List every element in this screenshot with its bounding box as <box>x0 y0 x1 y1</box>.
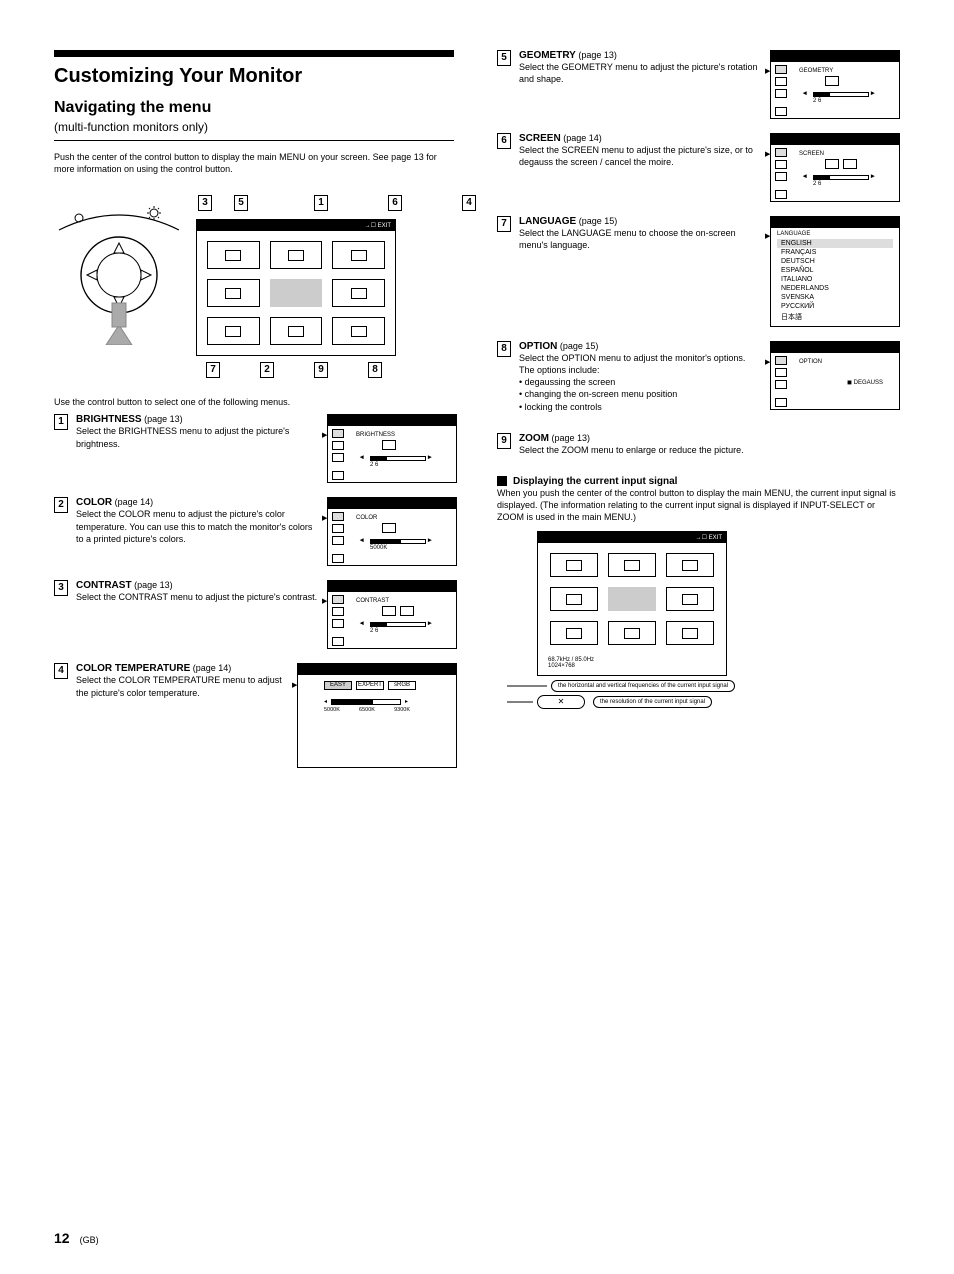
bullet-section: Displaying the current input signal When… <box>497 476 900 523</box>
menu-contrast <box>207 241 260 269</box>
page-footer: 12 (GB) <box>54 1230 99 1246</box>
intro2: Use the control button to select one of … <box>54 396 457 408</box>
item-option: 8 OPTION (page 15) Select the OPTION men… <box>497 341 900 419</box>
osd-option: ▶ OPTION ◼ DEGAUSS <box>770 341 900 410</box>
mainmenu-illustration: 3 5 1 6 4 →☐ EXIT <box>54 195 457 386</box>
osd-brightness: ▶ BRIGHTNESS ◂▸ 2 6 <box>327 414 457 483</box>
menu-language <box>207 317 260 345</box>
callout-5: 5 <box>234 195 248 211</box>
main-menu-grid: 3 5 1 6 4 →☐ EXIT <box>196 195 416 386</box>
menu-brightness <box>270 241 323 269</box>
osd-color: ▶ COLOR ◂▸ 5000K <box>327 497 457 566</box>
menu-center <box>270 279 323 307</box>
item-contrast: 3 CONTRAST (page 13) Select the CONTRAST… <box>54 580 457 649</box>
osd-screen: ▶ SCREEN ◂▸ 2 6 <box>770 133 900 202</box>
menu-geometry <box>207 279 260 307</box>
osd-contrast: ▶ CONTRAST ◂▸ 2 6 <box>327 580 457 649</box>
item-color: 2 COLOR (page 14) Select the COLOR menu … <box>54 497 457 566</box>
osd-geometry: ▶ GEOMETRY ◂▸ 2 6 <box>770 50 900 119</box>
item-geometry: 5 GEOMETRY (page 13) Select the GEOMETRY… <box>497 50 900 119</box>
item-brightness: 1 BRIGHTNESS (page 13) Select the BRIGHT… <box>54 414 457 483</box>
callout-8: 8 <box>368 362 382 378</box>
callout-4: 4 <box>462 195 476 211</box>
osd-colortemp: ▶ EASY EXPERT sRGB ◂▸ 5000K6500K9300K <box>297 663 457 768</box>
callout-1: 1 <box>314 195 328 211</box>
input-signal-illustration: →☐ EXIT 68.7kHz / 85.0Hz 1024×768 <box>537 531 900 709</box>
bullet-icon <box>497 476 507 486</box>
item-colortemp: 4 COLOR TEMPERATURE (page 14) Select the… <box>54 663 457 768</box>
menu-color <box>270 317 323 345</box>
menu-option <box>332 317 385 345</box>
thin-rule <box>54 140 454 141</box>
menu-zoom <box>332 241 385 269</box>
item-language: 7 LANGUAGE (page 15) Select the LANGUAGE… <box>497 216 900 327</box>
intro-text: Push the center of the control button to… <box>54 151 457 175</box>
callout-6: 6 <box>388 195 402 211</box>
control-button-diagram <box>54 195 184 345</box>
callout-3: 3 <box>198 195 212 211</box>
exit-icon: →☐ EXIT <box>365 222 391 229</box>
subtitle: Navigating the menu <box>54 98 457 118</box>
callout-9: 9 <box>314 362 328 378</box>
title-rule <box>54 50 454 57</box>
menu-screen <box>332 279 385 307</box>
osd-language: ▶ LANGUAGE ENGLISH FRANÇAIS DEUTSCH ESPA… <box>770 216 900 327</box>
tip-resolution: the resolution of the current input sign… <box>593 696 712 708</box>
item-zoom: 9 ZOOM (page 13) Select the ZOOM menu to… <box>497 433 900 462</box>
callout-2: 2 <box>260 362 274 378</box>
tip-hvfreq: the horizontal and vertical frequencies … <box>551 680 735 692</box>
item-screen: 6 SCREEN (page 14) Select the SCREEN men… <box>497 133 900 202</box>
section-heading: Customizing Your Monitor <box>54 65 457 88</box>
tip-x-icon: ✕ <box>537 695 585 709</box>
resolution: 1024×768 <box>548 663 716 669</box>
subtitle-sub: (multi-function monitors only) <box>54 120 457 134</box>
callout-7: 7 <box>206 362 220 378</box>
exit-icon: →☐ EXIT <box>696 534 722 541</box>
